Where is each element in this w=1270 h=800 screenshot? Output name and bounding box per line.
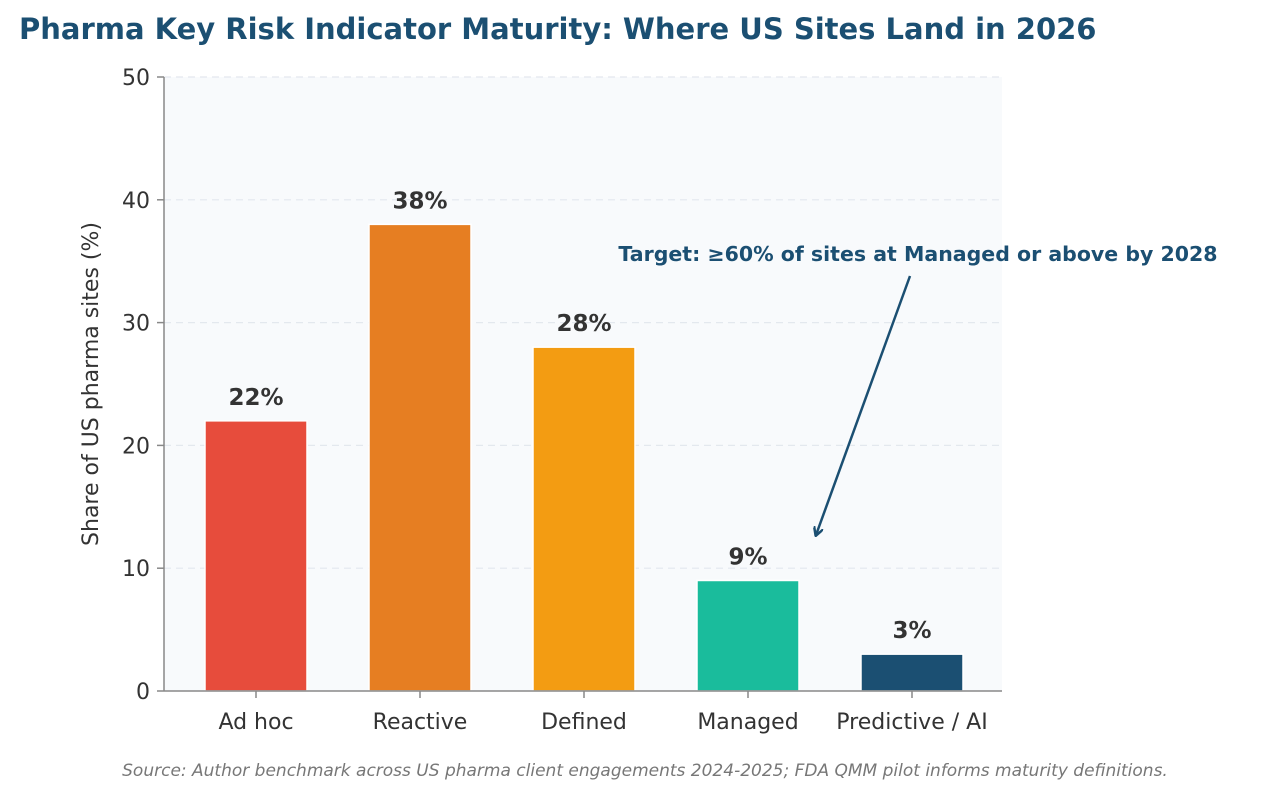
bar xyxy=(696,579,800,692)
bar-value-label: 28% xyxy=(556,311,611,337)
y-tick-label: 50 xyxy=(122,66,150,91)
annotation-arrow xyxy=(816,275,912,535)
x-tick-label: Managed xyxy=(697,710,798,735)
chart-title: Pharma Key Risk Indicator Maturity: Wher… xyxy=(19,12,1097,46)
x-tick-label: Reactive xyxy=(373,710,468,735)
bar xyxy=(368,223,472,692)
bar-value-label: 3% xyxy=(892,618,931,644)
bar-value-label: 38% xyxy=(392,188,447,214)
bar xyxy=(532,346,636,692)
y-ticks: 0 10 20 30 40 50 xyxy=(122,66,164,705)
source-note: Source: Author benchmark across US pharm… xyxy=(122,761,1168,781)
axes xyxy=(163,77,1002,692)
y-tick-label: 10 xyxy=(122,557,150,582)
annotation-text: Target: ≥60% of sites at Managed or abov… xyxy=(618,242,1217,266)
data-labels: 22% 38% 28% 9% 3% xyxy=(228,188,931,644)
y-tick-label: 30 xyxy=(122,312,150,337)
x-tick-label: Defined xyxy=(541,710,627,735)
y-axis-label: Share of US pharma sites (%) xyxy=(79,222,104,546)
bars xyxy=(204,223,964,692)
x-ticks: Ad hoc Reactive Defined Managed Predictive /… xyxy=(218,691,988,735)
target-annotation: Target: ≥60% of sites at Managed or abov… xyxy=(618,242,1218,535)
x-tick-label: Predictive / AI xyxy=(836,710,987,735)
bar-value-label: 22% xyxy=(228,385,283,411)
x-tick-label: Ad hoc xyxy=(218,710,293,735)
gridlines xyxy=(164,76,1002,569)
y-tick-label: 20 xyxy=(122,434,150,459)
bar xyxy=(860,653,964,692)
bar-value-label: 9% xyxy=(728,544,767,570)
y-tick-label: 40 xyxy=(122,189,150,214)
y-tick-label: 0 xyxy=(136,680,150,705)
bar xyxy=(204,420,308,692)
